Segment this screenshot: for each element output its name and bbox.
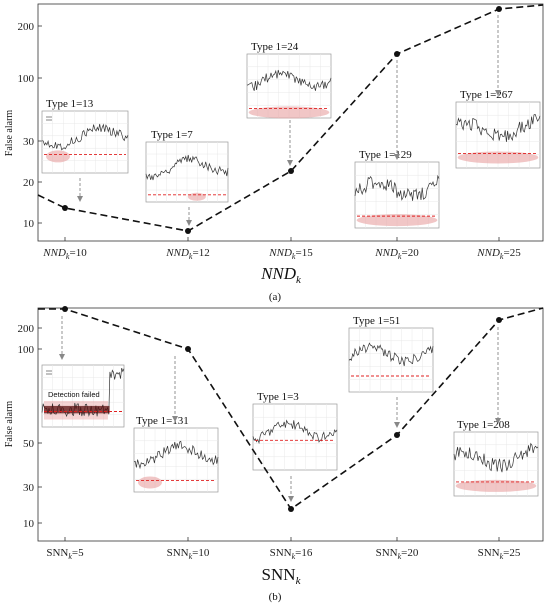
highlight-region xyxy=(455,479,537,492)
x-tick-label: NNDk=25 xyxy=(476,247,521,261)
arrow-head xyxy=(287,160,293,166)
inset-plot xyxy=(455,101,541,169)
arrow-head xyxy=(495,418,501,424)
arrow-head xyxy=(59,354,65,360)
highlight-region xyxy=(356,214,438,227)
data-point xyxy=(62,205,68,211)
annotation-label: Type 1=131 xyxy=(136,415,189,427)
annotation-label: Type 1=7 xyxy=(151,129,193,141)
panel-tag: (b) xyxy=(269,591,282,603)
inset-plot xyxy=(41,110,129,174)
y-tick-label: 30 xyxy=(23,136,35,148)
inset-plot: Detection failed xyxy=(41,364,125,428)
signal-trace xyxy=(252,419,338,445)
data-point xyxy=(496,317,502,323)
signal-trace xyxy=(145,154,229,181)
y-tick-label: 30 xyxy=(23,482,35,494)
y-axis-title: False alarm xyxy=(4,110,15,157)
signal-trace xyxy=(453,442,539,473)
highlight-region xyxy=(457,151,539,164)
y-tick-label: 200 xyxy=(18,21,35,33)
annotation-label: Type 1=129 xyxy=(359,149,412,161)
signal-trace xyxy=(348,342,434,367)
signal-trace xyxy=(354,174,440,201)
x-tick-label: SNNk=10 xyxy=(167,547,210,561)
panel-tag: (a) xyxy=(269,291,282,303)
data-point xyxy=(185,346,191,352)
inset-plot xyxy=(348,327,434,393)
dense-trace xyxy=(44,405,110,414)
data-point xyxy=(185,228,191,234)
highlight-region xyxy=(187,192,206,201)
x-tick-label: SNNk=16 xyxy=(270,547,313,561)
plot-frame xyxy=(37,3,544,242)
y-tick-label: 10 xyxy=(23,518,35,530)
y-tick-label: 100 xyxy=(18,344,35,356)
highlight-region xyxy=(46,150,70,163)
signal-trace xyxy=(246,69,332,91)
panel-b: False alarm SNNk (b) 10 30 50 100 200 SNNk=5 S… xyxy=(4,306,544,603)
arrow-head xyxy=(394,154,400,160)
data-point xyxy=(62,306,68,312)
x-tick-label: NNDk=15 xyxy=(268,247,313,261)
x-tick-label: NNDk=12 xyxy=(165,247,209,261)
arrow-head xyxy=(172,416,178,422)
y-axis-title: False alarm xyxy=(4,401,15,448)
annotation-label: Detection failed xyxy=(48,390,100,399)
y-tick-label: 10 xyxy=(23,218,35,230)
inset-plot xyxy=(133,427,219,493)
y-tick-label: 50 xyxy=(23,438,35,450)
arrow-head xyxy=(77,196,83,202)
data-point xyxy=(496,6,502,12)
x-axis-title: NNDk xyxy=(260,264,302,286)
signal-trace xyxy=(455,113,541,142)
annotation-label: Type 1=3 xyxy=(257,391,299,403)
x-tick-label: NNDk=10 xyxy=(42,247,87,261)
x-tick-label: SNNk=25 xyxy=(478,547,521,561)
inset-plot xyxy=(354,161,440,229)
arrow-head xyxy=(495,90,501,96)
arrow-head xyxy=(288,496,294,502)
inset-plot xyxy=(453,431,539,497)
annotation-label: Type 1=208 xyxy=(457,419,510,431)
highlight-region xyxy=(248,106,330,119)
inset-plot xyxy=(145,141,229,203)
highlight-region xyxy=(138,476,162,489)
y-tick-label: 100 xyxy=(18,73,35,85)
y-tick-label: 200 xyxy=(18,323,35,335)
annotation-label: Type 1=51 xyxy=(353,315,400,327)
x-tick-label: NNDk=20 xyxy=(374,247,419,261)
annotation-label: Type 1=267 xyxy=(460,89,513,101)
signal-trace xyxy=(133,440,219,470)
data-point xyxy=(288,506,294,512)
annotation-label: Type 1=24 xyxy=(251,41,299,53)
data-point xyxy=(394,51,400,57)
data-point xyxy=(288,168,294,174)
inset-plot xyxy=(252,403,338,471)
inset-plot xyxy=(246,53,332,119)
arrow-head xyxy=(394,422,400,428)
y-tick-label: 20 xyxy=(23,177,35,189)
x-axis-title: SNNk xyxy=(262,565,302,587)
data-point xyxy=(394,432,400,438)
panel-a: False alarm NNDk (a) 10 20 30 100 200 NNDk=10… xyxy=(4,3,544,303)
signal-trace xyxy=(41,123,129,151)
x-tick-label: SNNk=20 xyxy=(376,547,419,561)
plot-frame xyxy=(37,307,544,542)
x-tick-label: SNNk=5 xyxy=(46,547,84,561)
arrow-head xyxy=(186,220,192,226)
annotation-label: Type 1=13 xyxy=(46,98,94,110)
